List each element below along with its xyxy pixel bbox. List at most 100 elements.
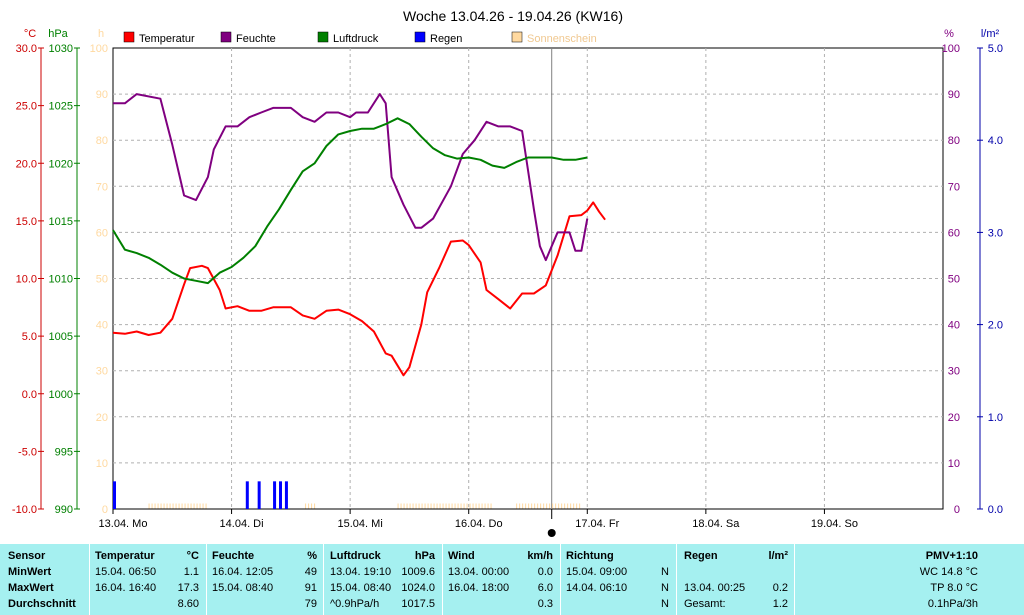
- humidity-tick-label: 100: [942, 43, 960, 55]
- legend-label: Regen: [430, 33, 462, 45]
- humidity-tick-label: 80: [948, 135, 960, 147]
- rain-bar: [284, 481, 288, 509]
- legend-swatch: [123, 31, 135, 43]
- pressure-tick-label: 1000: [49, 389, 73, 401]
- stats-direction-time: 14.04. 06:10: [566, 582, 628, 594]
- stats-temp-time: 16.04. 16:40: [95, 582, 157, 594]
- series-layer: [112, 93, 606, 509]
- rain-unit-label: l/m²: [981, 28, 1000, 40]
- temp-tick-label: 5.0: [22, 331, 37, 343]
- pressure-tick-label: 1020: [49, 158, 73, 170]
- stats-pressure-value: 1009.6: [401, 566, 435, 578]
- stats-pressure-time: 13.04. 19:10: [330, 566, 392, 578]
- stats-temp-time: 15.04. 06:50: [95, 566, 157, 578]
- pressure-tick-label: 1005: [49, 331, 73, 343]
- humidity-tick-label: 70: [948, 181, 960, 193]
- hours-tick-label: 30: [96, 366, 108, 378]
- x-tick-label: 17.04. Fr: [575, 518, 619, 530]
- humidity-tick-label: 60: [948, 227, 960, 239]
- humidity-tick-label: 50: [948, 274, 960, 286]
- stats-pmv-value: WC 14.8 °C: [919, 566, 978, 578]
- stats-humidity-value: 91: [304, 582, 317, 594]
- grid: [113, 48, 943, 509]
- stats-humidity-time: 15.04. 08:40: [212, 582, 274, 594]
- series-line-feuchte: [113, 93, 589, 262]
- stats-rain-value: 1.2: [772, 598, 788, 610]
- temp-tick-label: -5.0: [18, 446, 37, 458]
- stats-humidity-value: 79: [304, 598, 317, 610]
- stats-header-rain: Regen: [684, 550, 718, 562]
- stats-direction-value: N: [661, 598, 669, 610]
- temp-unit-label: °C: [24, 28, 36, 40]
- temp-tick-label: 30.0: [16, 43, 37, 55]
- temp-tick-label: 10.0: [16, 274, 37, 286]
- stats-header-sensor: Sensor: [8, 550, 46, 562]
- stats-pressure-time: ^0.9hPa/h: [330, 598, 380, 610]
- stats-rain-time: 13.04. 00:25: [684, 582, 746, 594]
- rain-tick-label: 1.0: [988, 412, 1003, 424]
- legend-swatch: [317, 31, 329, 43]
- humidity-unit-label: %: [944, 28, 954, 40]
- stats-header-direction: Richtung: [566, 550, 614, 562]
- hours-unit-label: h: [98, 28, 104, 40]
- stats-rain-time: Gesamt:: [684, 598, 726, 610]
- stats-header-temp: Temperatur: [95, 550, 155, 562]
- rain-bar: [279, 481, 282, 509]
- x-tick-label: 14.04. Di: [220, 518, 264, 530]
- pressure-tick-label: 995: [55, 446, 73, 458]
- stats-row-label: MinWert: [8, 566, 52, 578]
- stats-pressure-value: 1017.5: [401, 598, 435, 610]
- stats-pressure-time: 15.04. 08:40: [330, 582, 392, 594]
- stats-direction-value: N: [661, 566, 669, 578]
- axis-labels: °C hPa h% l/m² 30.0 25.0 20.0 15.0 10.0 5.0 0.0 -5.…: [12, 28, 1003, 537]
- temp-tick-label: 20.0: [16, 158, 37, 170]
- stats-header-humidity: Feuchte: [212, 550, 255, 562]
- now-marker-dot: [547, 529, 556, 537]
- stats-humidity-time: 16.04. 12:05: [212, 566, 274, 578]
- humidity-tick-label: 0: [954, 504, 960, 516]
- stats-header-humidity-unit: %: [307, 550, 317, 562]
- weather-chart: Woche 13.04.26 - 19.04.26 (KW16) Tempera…: [11, 8, 1003, 537]
- chart-title: Woche 13.04.26 - 19.04.26 (KW16): [403, 8, 623, 24]
- rain-bar: [113, 481, 116, 509]
- temp-tick-label: 25.0: [16, 101, 37, 113]
- hours-tick-label: 100: [90, 43, 108, 55]
- stats-wind-time: 16.04. 18:00: [448, 582, 510, 594]
- humidity-tick-label: 30: [948, 366, 960, 378]
- legend-label: Sonnenschein: [527, 33, 597, 45]
- stats-header-temp-unit: °C: [186, 550, 199, 562]
- stats-row-label: MaxWert: [8, 582, 54, 594]
- legend-label: Temperatur: [139, 33, 195, 45]
- pressure-tick-label: 1015: [49, 216, 73, 228]
- temp-tick-label: 15.0: [16, 216, 37, 228]
- stats-temp-value: 1.1: [183, 566, 199, 578]
- stats-header-pressure-unit: hPa: [414, 550, 435, 562]
- legend-swatch: [220, 31, 232, 43]
- x-tick-label: 18.04. Sa: [692, 518, 740, 530]
- humidity-tick-label: 20: [948, 412, 960, 424]
- rain-tick-label: 4.0: [988, 135, 1003, 147]
- stats-pressure-value: 1024.0: [401, 582, 435, 594]
- stats-header-pmv: PMV+1:10: [925, 550, 978, 562]
- temp-tick-label: 0.0: [22, 389, 37, 401]
- x-tick-label: 13.04. Mo: [99, 518, 148, 530]
- stats-humidity-value: 49: [304, 566, 317, 578]
- stats-rain-value: 0.2: [772, 582, 788, 594]
- series-line-luftdruck: [112, 117, 588, 285]
- hours-tick-label: 10: [96, 458, 108, 470]
- legend-swatch: [414, 31, 426, 43]
- legend: Temperatur Feuchte Luftdruck Regen Sonnensch…: [123, 31, 597, 45]
- rain-tick-label: 0.0: [988, 504, 1003, 516]
- temp-tick-label: -10.0: [12, 504, 37, 516]
- hours-tick-label: 50: [96, 274, 108, 286]
- hours-tick-label: 20: [96, 412, 108, 424]
- hours-tick-label: 0: [102, 504, 108, 516]
- stats-header-pressure: Luftdruck: [330, 550, 381, 562]
- rain-bar: [245, 481, 249, 509]
- stats-temp-value: 17.3: [177, 582, 199, 594]
- rain-tick-label: 5.0: [988, 43, 1003, 55]
- stats-table: Sensor Temperatur °C Feuchte % Luftdruck…: [0, 544, 1024, 615]
- rain-tick-label: 2.0: [988, 320, 1003, 332]
- hours-tick-label: 80: [96, 135, 108, 147]
- hours-tick-label: 40: [96, 320, 108, 332]
